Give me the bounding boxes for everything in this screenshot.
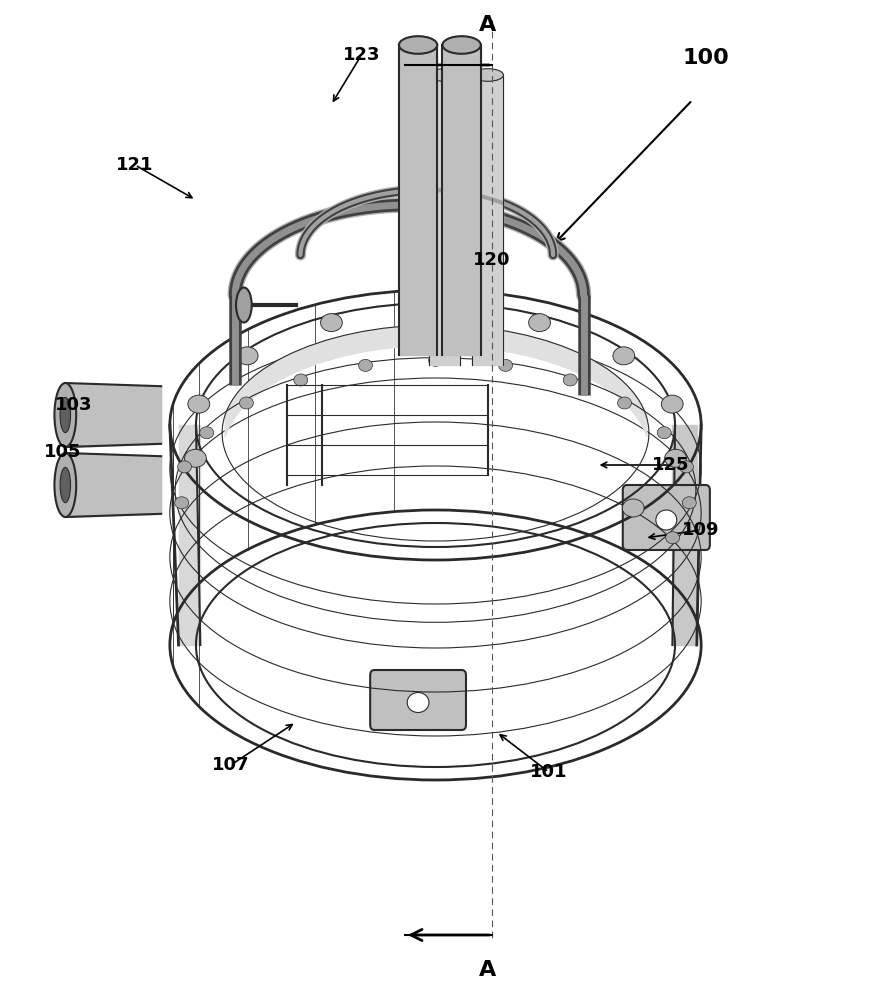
Text: A: A [479,960,496,980]
Ellipse shape [188,395,210,413]
Ellipse shape [60,467,71,503]
Ellipse shape [661,395,683,413]
Text: 123: 123 [342,46,381,64]
Text: 107: 107 [212,756,250,774]
Text: 100: 100 [682,48,729,68]
Ellipse shape [54,383,77,447]
Text: 103: 103 [55,396,93,414]
Text: 125: 125 [652,456,690,474]
Ellipse shape [472,69,503,81]
Ellipse shape [407,693,429,713]
Ellipse shape [425,302,446,320]
Ellipse shape [442,36,481,54]
Ellipse shape [656,510,677,530]
FancyBboxPatch shape [370,670,466,730]
Text: 120: 120 [473,251,511,269]
Ellipse shape [236,347,258,365]
Ellipse shape [665,532,679,544]
Text: 109: 109 [682,521,720,539]
Ellipse shape [185,449,206,467]
Ellipse shape [199,427,213,439]
Ellipse shape [175,497,189,509]
Text: 105: 105 [44,443,82,461]
Ellipse shape [294,374,307,386]
Ellipse shape [429,354,442,366]
Ellipse shape [359,359,373,371]
Ellipse shape [498,359,512,371]
Text: 101: 101 [530,763,568,781]
Ellipse shape [236,288,252,322]
Ellipse shape [399,36,437,54]
Text: 121: 121 [116,156,154,174]
Ellipse shape [60,397,71,433]
Text: A: A [479,15,496,35]
Ellipse shape [564,374,577,386]
Ellipse shape [665,449,686,467]
Ellipse shape [679,461,693,473]
Ellipse shape [240,397,253,409]
Ellipse shape [618,397,631,409]
Ellipse shape [54,453,77,517]
Ellipse shape [321,314,342,332]
Ellipse shape [623,499,645,517]
Ellipse shape [658,427,672,439]
Ellipse shape [429,69,460,81]
Ellipse shape [178,461,192,473]
Ellipse shape [529,314,550,332]
FancyBboxPatch shape [623,485,710,550]
Ellipse shape [682,497,696,509]
Ellipse shape [613,347,635,365]
